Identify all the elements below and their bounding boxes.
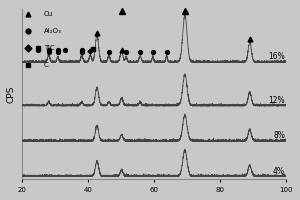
Text: 4%: 4% bbox=[273, 167, 285, 176]
Text: Cu: Cu bbox=[44, 11, 53, 17]
Text: Al₂O₃: Al₂O₃ bbox=[44, 28, 62, 34]
Text: C: C bbox=[44, 62, 49, 68]
Text: 8%: 8% bbox=[273, 131, 285, 140]
Text: TiC: TiC bbox=[44, 45, 55, 51]
Y-axis label: CPS: CPS bbox=[7, 85, 16, 103]
Text: 16%: 16% bbox=[268, 52, 285, 61]
Text: 12%: 12% bbox=[268, 96, 285, 105]
